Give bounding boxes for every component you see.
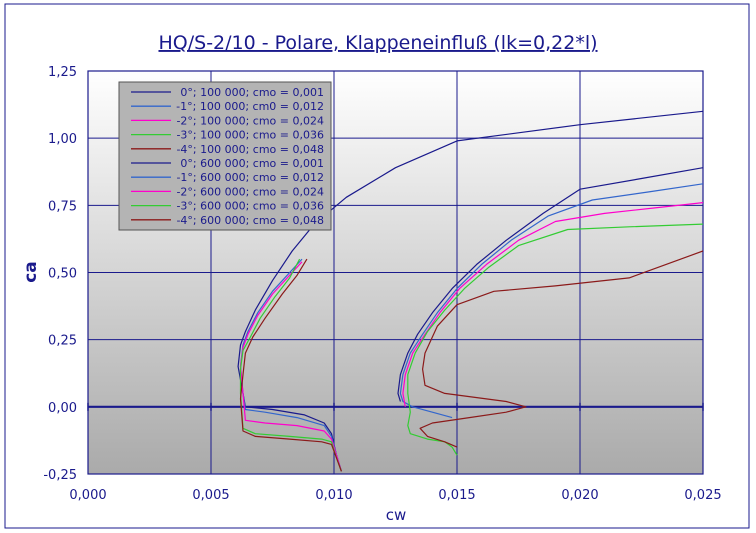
legend-label: 0°; 600 000; cmo = 0,001: [180, 157, 324, 170]
y-axis-ticks: 1,25 1,00 0,75 0,50 0,25 0,00 -0,25: [43, 65, 77, 483]
series-line-9: [407, 223, 703, 456]
series-line-10: [419, 250, 703, 448]
legend-label: -4°; 600 000; cmo = 0,048: [176, 214, 324, 227]
x-axis-ticks: 0,000 0,005 0,010 0,015 0,020 0,025: [69, 488, 721, 503]
y-tick-label: 1,25: [48, 65, 77, 80]
series-lines: [237, 110, 703, 472]
x-tick-label: 0,010: [315, 488, 352, 503]
series-line-8: [402, 202, 703, 407]
legend-label: -4°; 100 000; cmo = 0,048: [176, 143, 324, 156]
series-line-3: [239, 261, 342, 472]
series-line-5: [239, 258, 342, 472]
y-axis-label: ca: [21, 261, 41, 283]
legend-label: -1°; 100 000; cm0 = 0,012: [176, 100, 324, 113]
y-tick-label: 0,50: [48, 267, 77, 282]
legend-label: -3°; 100 000; cmo = 0,036: [176, 129, 324, 142]
y-tick-label: 1,00: [48, 132, 77, 147]
x-tick-label: 0,025: [684, 488, 721, 503]
y-tick-label: 0,75: [48, 199, 77, 214]
legend-label: 0°; 100 000; cmo = 0,001: [180, 86, 324, 99]
series-line-1: [237, 110, 703, 472]
y-tick-label: 0,25: [48, 334, 77, 349]
legend-label: -2°; 600 000; cmo = 0,024: [176, 185, 324, 198]
x-tick-label: 0,000: [69, 488, 106, 503]
x-tick-label: 0,020: [561, 488, 598, 503]
x-axis-label: cw: [386, 506, 407, 524]
legend-label: -3°; 600 000; cmo = 0,036: [176, 200, 324, 213]
chart-title: HQ/S-2/10 - Polare, Klappeneinfluß (lk=0…: [158, 32, 597, 54]
series-line-7: [399, 183, 703, 419]
x-tick-label: 0,015: [438, 488, 475, 503]
y-tick-label: 0,00: [48, 401, 77, 416]
legend-label: -2°; 100 000; cmo = 0,024: [176, 114, 324, 127]
legend: 0°; 100 000; cmo = 0,001-1°; 100 000; cm…: [118, 81, 332, 231]
y-tick-label: -0,25: [43, 468, 77, 483]
series-line-6: [397, 167, 703, 402]
legend-label: -1°; 600 000; cmo = 0,012: [176, 171, 324, 184]
x-tick-label: 0,005: [192, 488, 229, 503]
